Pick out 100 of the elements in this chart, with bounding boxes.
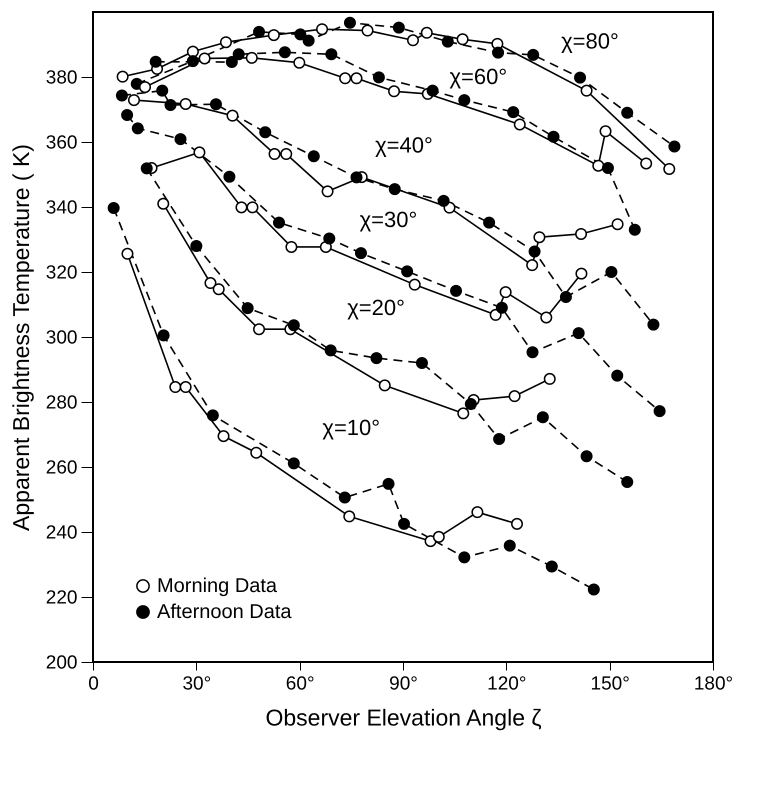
y-tick-label: 220 (46, 588, 78, 608)
x-tick-label: 180° (694, 674, 734, 694)
point (285, 240, 298, 253)
point (206, 409, 219, 422)
y-tick-label: 300 (46, 328, 78, 348)
x-tick-label: 30° (182, 674, 212, 694)
point (392, 22, 405, 34)
point (157, 198, 170, 210)
point (139, 81, 152, 94)
point (426, 84, 439, 97)
point (388, 183, 401, 196)
point (324, 344, 337, 356)
point (226, 110, 238, 122)
point (150, 56, 162, 68)
point (268, 148, 281, 160)
y-tick-label: 200 (46, 652, 78, 674)
point (438, 194, 450, 207)
y-tick-label: 380 (46, 68, 78, 88)
point (259, 126, 272, 138)
legend-label: Afternoon Data (157, 601, 292, 623)
point (128, 94, 140, 106)
point (654, 405, 666, 418)
x-tick-label: 0 (88, 674, 99, 694)
point (611, 370, 624, 382)
point (293, 56, 306, 69)
point (116, 90, 128, 102)
point (401, 265, 414, 278)
point (316, 23, 328, 36)
point (416, 357, 428, 369)
point (174, 133, 186, 146)
point (580, 450, 593, 462)
point (121, 248, 134, 260)
point (338, 492, 351, 504)
point (186, 55, 199, 68)
annotation: χ=60° (450, 64, 508, 89)
point (507, 106, 520, 118)
point (458, 551, 470, 564)
y-tick-label: 240 (46, 522, 78, 544)
point (158, 329, 170, 342)
y-axis-title: Apparent Brightness Temperature ( K) (8, 144, 34, 531)
point (540, 312, 552, 324)
point (560, 291, 572, 304)
point (496, 302, 508, 314)
point (278, 46, 291, 58)
point (490, 308, 502, 321)
point (268, 29, 280, 42)
point (406, 34, 419, 46)
point (242, 302, 254, 314)
point (253, 26, 266, 38)
point (350, 72, 362, 84)
point (588, 584, 600, 596)
point (308, 150, 320, 162)
point (526, 259, 538, 272)
annotation: χ=30° (360, 207, 418, 232)
annotation: χ=80° (561, 28, 619, 54)
point (544, 372, 556, 385)
point (388, 85, 400, 98)
point (218, 430, 230, 442)
point (612, 218, 624, 230)
point (526, 346, 539, 358)
point (640, 157, 652, 170)
point (302, 34, 315, 47)
annotation: χ=10° (322, 415, 380, 440)
point (492, 46, 504, 59)
point (343, 510, 356, 522)
point (575, 228, 588, 240)
point (288, 319, 300, 332)
point (504, 540, 516, 552)
point (592, 160, 604, 172)
point (344, 16, 356, 29)
point (116, 70, 129, 83)
point (354, 247, 367, 260)
point (212, 283, 225, 296)
point (273, 216, 285, 229)
point (600, 125, 612, 138)
point (527, 48, 540, 61)
point (140, 162, 153, 174)
point (508, 390, 521, 402)
point (621, 476, 634, 488)
point (647, 318, 660, 331)
point (246, 52, 258, 64)
y-tick-label: 260 (46, 458, 78, 478)
point (536, 411, 549, 424)
point (156, 84, 168, 97)
point (246, 201, 258, 214)
point (339, 72, 352, 84)
point (500, 286, 512, 298)
point (253, 323, 266, 336)
x-tick-label: 150° (590, 674, 630, 694)
point (382, 478, 395, 490)
point (226, 56, 238, 68)
point (235, 201, 248, 214)
point (450, 284, 462, 297)
point (456, 33, 469, 46)
point (169, 381, 182, 394)
legend-label: Morning Data (157, 575, 278, 597)
point (605, 266, 618, 278)
point (193, 146, 206, 158)
x-tick-label: 120° (487, 674, 526, 694)
point (546, 560, 558, 572)
